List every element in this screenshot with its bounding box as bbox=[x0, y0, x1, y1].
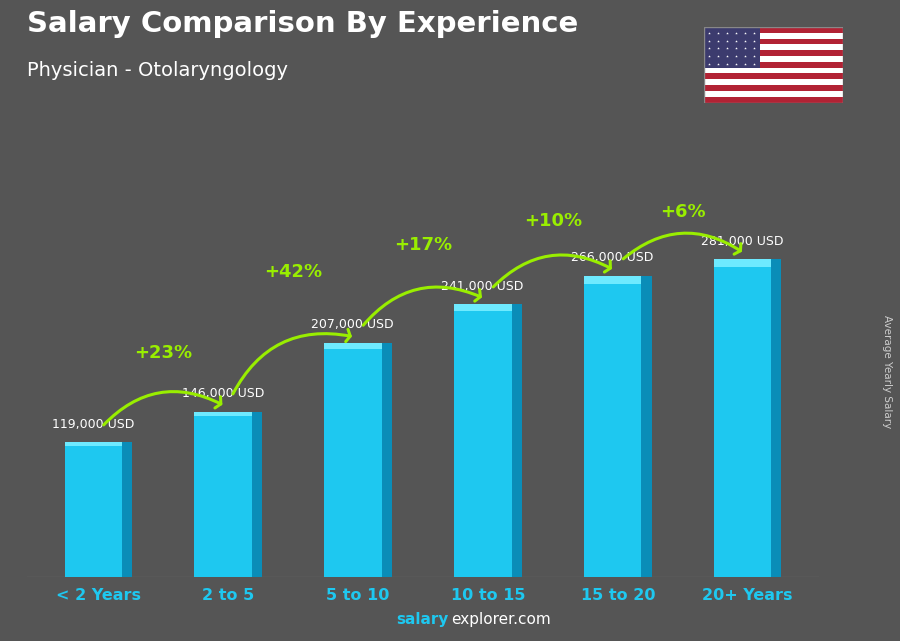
Text: Salary Comparison By Experience: Salary Comparison By Experience bbox=[27, 10, 578, 38]
Bar bbox=[704, 50, 843, 56]
Text: 241,000 USD: 241,000 USD bbox=[441, 279, 524, 293]
Text: Physician - Otolaryngology: Physician - Otolaryngology bbox=[27, 61, 288, 80]
Bar bbox=[122, 442, 132, 577]
Text: +23%: +23% bbox=[134, 344, 193, 362]
Bar bbox=[65, 442, 122, 445]
Bar bbox=[704, 27, 843, 33]
Bar bbox=[704, 62, 843, 68]
Bar bbox=[65, 442, 122, 577]
Bar bbox=[704, 79, 843, 85]
Text: 146,000 USD: 146,000 USD bbox=[182, 387, 264, 400]
Bar bbox=[324, 343, 382, 349]
Text: explorer.com: explorer.com bbox=[451, 612, 551, 627]
Bar bbox=[642, 276, 652, 577]
Bar bbox=[704, 85, 843, 91]
Text: +10%: +10% bbox=[524, 212, 582, 230]
Text: 281,000 USD: 281,000 USD bbox=[701, 235, 783, 247]
Bar bbox=[584, 276, 642, 283]
Bar bbox=[704, 56, 843, 62]
Bar bbox=[704, 68, 843, 74]
Bar bbox=[382, 343, 392, 577]
Bar bbox=[771, 259, 781, 577]
Text: 119,000 USD: 119,000 USD bbox=[52, 418, 134, 431]
Bar bbox=[252, 412, 262, 577]
Text: +42%: +42% bbox=[264, 263, 322, 281]
Text: salary: salary bbox=[397, 612, 449, 627]
Text: 207,000 USD: 207,000 USD bbox=[311, 318, 394, 331]
Bar bbox=[704, 27, 760, 68]
Bar bbox=[704, 74, 843, 79]
Bar bbox=[704, 44, 843, 50]
Bar bbox=[194, 412, 252, 577]
Bar bbox=[511, 304, 522, 577]
Bar bbox=[714, 259, 771, 267]
Bar bbox=[704, 33, 843, 38]
Bar bbox=[704, 91, 843, 97]
Bar bbox=[324, 343, 382, 577]
Bar bbox=[704, 97, 843, 103]
Bar bbox=[454, 304, 511, 577]
Bar bbox=[714, 259, 771, 577]
Bar bbox=[194, 412, 252, 416]
Text: +17%: +17% bbox=[394, 237, 452, 254]
Text: +6%: +6% bbox=[660, 203, 706, 221]
Text: Average Yearly Salary: Average Yearly Salary bbox=[881, 315, 892, 428]
Text: 266,000 USD: 266,000 USD bbox=[572, 251, 653, 265]
Bar bbox=[584, 276, 642, 577]
Bar bbox=[704, 38, 843, 44]
Bar bbox=[454, 304, 511, 311]
